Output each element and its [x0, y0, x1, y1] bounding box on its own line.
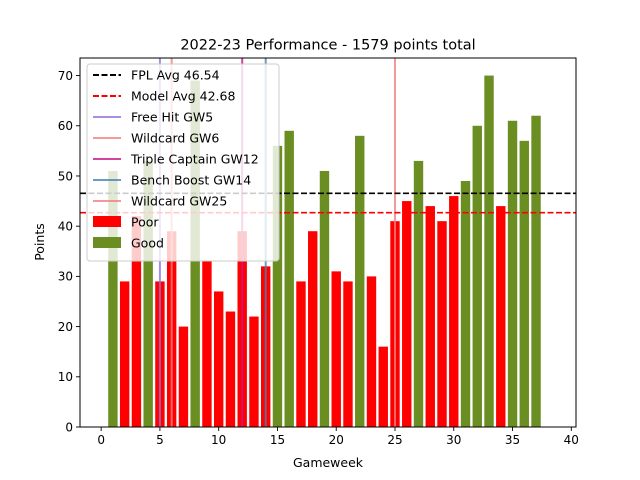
- legend-label: Model Avg 42.68: [131, 89, 235, 104]
- bar-poor-gw10: [213, 291, 224, 427]
- bar-poor-gw24: [378, 346, 388, 427]
- bar-poor-gw18: [308, 231, 318, 427]
- x-tick-label: 30: [446, 433, 461, 447]
- y-tick-label: 10: [58, 370, 73, 384]
- x-tick-label: 35: [505, 433, 520, 447]
- bar-good-gw15: [272, 145, 283, 428]
- bar-poor-gw29: [437, 221, 447, 427]
- y-tick-label: 30: [58, 270, 73, 284]
- legend-label: FPL Avg 46.54: [131, 68, 220, 83]
- bar-good-gw19: [319, 170, 330, 427]
- legend-label: Bench Boost GW14: [131, 173, 251, 188]
- bar-poor-gw2: [119, 281, 130, 427]
- bar-poor-gw3: [131, 216, 142, 427]
- bar-poor-gw26: [402, 201, 412, 427]
- chart-title: 2022-23 Performance - 1579 points total: [180, 38, 475, 54]
- bar-poor-gw13: [249, 316, 259, 427]
- legend-box: [86, 63, 280, 262]
- bar-poor-gw21: [343, 281, 353, 427]
- y-tick-label: 40: [58, 219, 73, 233]
- x-tick-label: 15: [270, 433, 285, 447]
- legend-label: Poor: [131, 215, 159, 230]
- bar-good-gw22: [355, 135, 365, 427]
- bar-poor-gw28: [425, 206, 435, 427]
- bar-good-gw1: [108, 170, 118, 427]
- bar-good-gw35: [507, 120, 518, 427]
- bar-poor-gw9: [202, 261, 212, 427]
- axes-frame: [79, 57, 577, 428]
- legend-label: Wildcard GW25: [131, 194, 227, 209]
- bar-good-gw33: [484, 75, 494, 427]
- bar-poor-gw17: [296, 281, 306, 427]
- x-axis-label: Gameweek: [293, 455, 364, 470]
- legend-label: Free Hit GW5: [131, 110, 213, 125]
- legend-swatch: [93, 237, 121, 248]
- bar-good-gw27: [413, 160, 424, 428]
- bar-good-gw16: [284, 130, 294, 428]
- y-tick-label: 70: [58, 69, 73, 83]
- bar-poor-gw7: [178, 326, 189, 427]
- bar-good-gw32: [472, 125, 482, 427]
- bar-good-gw37: [531, 115, 541, 427]
- legend-swatch: [93, 216, 121, 227]
- legend-label: Triple Captain GW12: [130, 152, 259, 167]
- x-tick-label: 20: [329, 433, 344, 447]
- bar-poor-gw34: [496, 206, 506, 427]
- x-tick-label: 40: [564, 433, 579, 447]
- bar-good-gw36: [519, 140, 529, 427]
- y-tick-label: 50: [58, 169, 73, 183]
- y-tick-label: 20: [58, 320, 73, 334]
- x-tick-label: 5: [156, 433, 164, 447]
- bar-poor-gw20: [331, 271, 341, 427]
- y-axis-label: Points: [32, 223, 47, 261]
- x-tick-label: 0: [97, 433, 105, 447]
- plot-area: 0 5 10 15 20 25 30 35 40 0 10 20 30 40 50 60 70 FPL Avg 4…: [58, 57, 579, 447]
- legend-label: Good: [131, 236, 164, 251]
- x-tick-label: 25: [387, 433, 402, 447]
- bar-good-gw31: [460, 181, 471, 427]
- bar-good-gw4: [143, 160, 153, 428]
- bar-poor-gw30: [449, 196, 459, 427]
- bar-poor-gw23: [366, 276, 377, 427]
- x-tick-label: 10: [211, 433, 226, 447]
- bar-poor-gw11: [225, 311, 236, 427]
- y-tick-label: 0: [65, 420, 73, 434]
- legend: FPL Avg 46.54 Model Avg 42.68 Free Hit GW5…: [86, 63, 280, 262]
- y-tick-label: 60: [58, 119, 73, 133]
- legend-label: Wildcard GW6: [131, 131, 219, 146]
